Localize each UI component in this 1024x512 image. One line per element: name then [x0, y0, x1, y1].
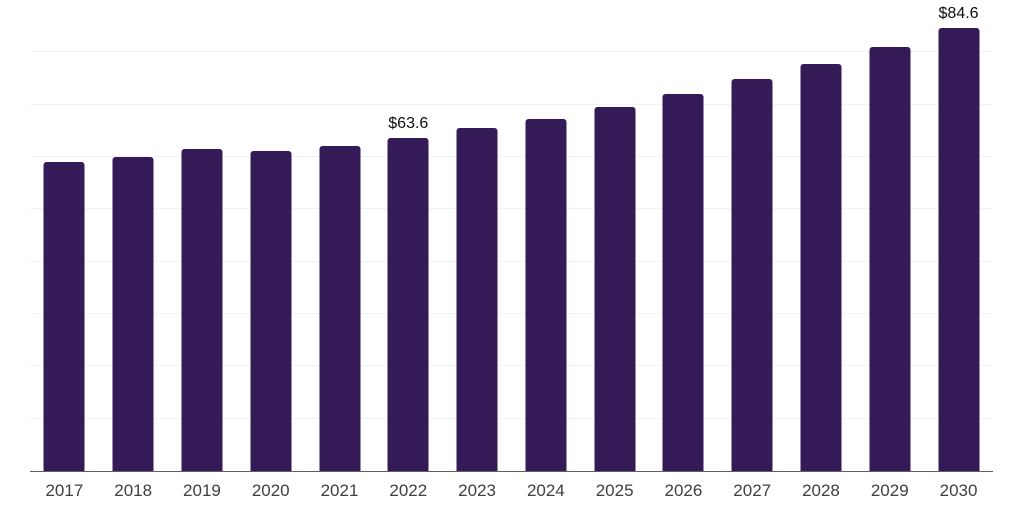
- gridline-50: [30, 208, 993, 210]
- bar-2023[interactable]: [456, 128, 498, 471]
- x-axis-labels: 2017 2018 2019 2020 2021 2022 2023 2024 2025 2026…: [30, 472, 993, 510]
- bar-group-2017: [30, 0, 99, 471]
- bar-group-2020: [236, 0, 305, 471]
- bar-group-2030: $84.6: [924, 0, 993, 471]
- bar-2028[interactable]: [800, 64, 842, 471]
- gridline-40: [30, 260, 993, 262]
- bar-2026[interactable]: [662, 93, 704, 471]
- x-tick-label-2027: 2027: [733, 481, 772, 500]
- plot-area: $63.6 $84.6: [30, 0, 993, 472]
- bar-group-2029: [855, 0, 924, 471]
- x-tick-label-2026: 2026: [664, 481, 703, 500]
- bar-group-2019: [168, 0, 237, 471]
- bar-value-label-2022: $63.6: [388, 115, 429, 133]
- x-tick-label-2021: 2021: [320, 481, 359, 500]
- x-tick-label-2018: 2018: [114, 481, 153, 500]
- bar-group-2021: [305, 0, 374, 471]
- x-tick-label-2017: 2017: [45, 481, 84, 500]
- bar-group-2027: [718, 0, 787, 471]
- bar-group-2026: [649, 0, 718, 471]
- x-tick-label-2025: 2025: [595, 481, 634, 500]
- bar-2024[interactable]: [525, 119, 567, 471]
- bar-group-2018: [99, 0, 168, 471]
- bar-group-2022: $63.6: [374, 0, 443, 471]
- x-tick-label-2029: 2029: [870, 481, 909, 500]
- x-tick-label-2024: 2024: [526, 481, 565, 500]
- bar-2030[interactable]: [938, 28, 980, 471]
- gridline-10: [30, 417, 993, 419]
- bar-2025[interactable]: [594, 106, 636, 471]
- x-tick-label-2028: 2028: [802, 481, 840, 500]
- x-tick-label-2030: 2030: [939, 481, 978, 500]
- bar-2018[interactable]: [112, 157, 154, 471]
- bar-group-2025: [580, 0, 649, 471]
- bar-2020[interactable]: [250, 151, 292, 471]
- bar-2027[interactable]: [731, 78, 773, 471]
- bar-group-2023: [443, 0, 512, 471]
- bars: $63.6 $84.6: [30, 0, 993, 471]
- bar-2019[interactable]: [181, 149, 223, 471]
- bar-2017[interactable]: [43, 162, 85, 471]
- gridline-30: [30, 313, 993, 315]
- bar-2022[interactable]: [387, 138, 429, 471]
- x-tick-label-2020: 2020: [251, 481, 290, 500]
- gridline-60: [30, 156, 993, 158]
- bar-group-2028: [787, 0, 856, 471]
- x-tick-label-2019: 2019: [183, 481, 221, 500]
- bar-2029[interactable]: [869, 46, 911, 471]
- gridlines: [30, 0, 993, 471]
- x-tick-label-2022: 2022: [389, 481, 428, 500]
- bar-value-label-2030: $84.6: [938, 5, 979, 23]
- gridline-20: [30, 365, 993, 367]
- bar-2021[interactable]: [319, 146, 361, 471]
- x-tick-label-2023: 2023: [458, 481, 496, 500]
- gridline-70: [30, 103, 993, 105]
- bar-group-2024: [511, 0, 580, 471]
- gridline-80: [30, 51, 993, 53]
